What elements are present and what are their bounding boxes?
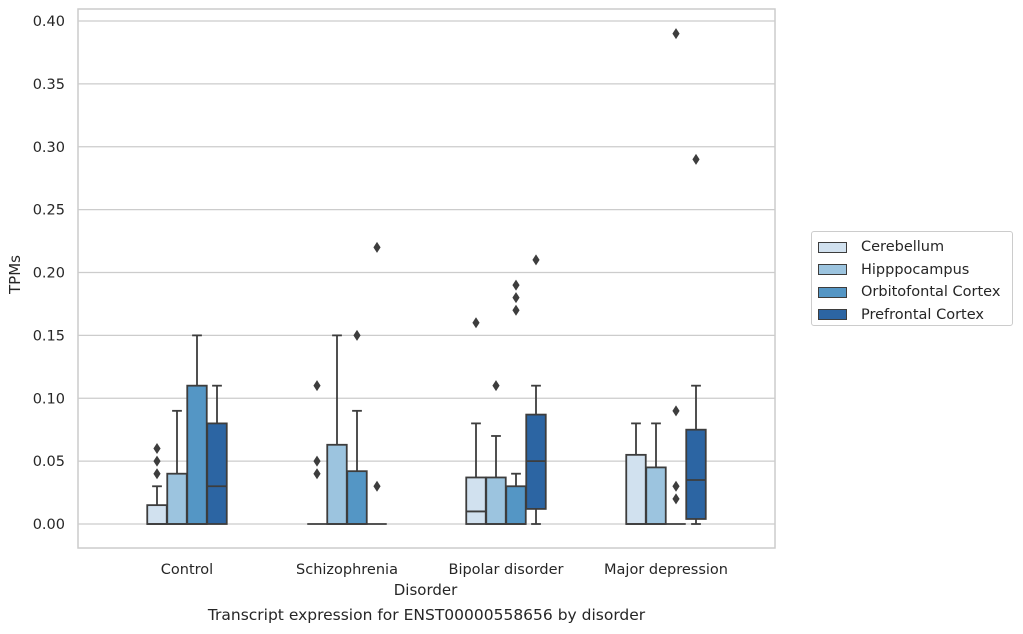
box-orbitofontal-cortex-3 bbox=[666, 28, 686, 525]
legend-swatch bbox=[818, 241, 847, 253]
legend-label: Hipppocampus bbox=[861, 261, 970, 278]
y-axis-label: TPMs bbox=[6, 255, 24, 295]
box-body bbox=[186, 384, 208, 525]
legend-swatch bbox=[818, 264, 847, 276]
box-body bbox=[206, 422, 228, 525]
box-orbitofontal-cortex-1 bbox=[346, 329, 368, 525]
outlier-point bbox=[512, 292, 520, 304]
box-prefrontal-cortex-3 bbox=[685, 153, 707, 525]
outlier-point bbox=[672, 405, 680, 417]
outlier-point bbox=[313, 468, 321, 480]
legend-item: Orbitofontal Cortex bbox=[818, 281, 1012, 304]
legend-swatch bbox=[818, 286, 847, 298]
y-tick-label: 0.10 bbox=[33, 391, 65, 407]
box-cerebellum-3 bbox=[625, 422, 647, 525]
outlier-point bbox=[153, 443, 161, 455]
legend-item: Prefrontal Cortex bbox=[818, 304, 1012, 327]
outlier-point bbox=[672, 480, 680, 492]
outlier-point bbox=[373, 480, 381, 492]
box-body bbox=[146, 504, 168, 525]
outlier-point bbox=[153, 455, 161, 467]
outlier-point bbox=[492, 380, 500, 392]
outlier-point bbox=[373, 241, 381, 253]
box-body bbox=[166, 472, 188, 525]
plot-frame bbox=[77, 8, 776, 549]
legend-label: Prefrontal Cortex bbox=[861, 306, 984, 323]
outlier-point bbox=[672, 28, 680, 40]
x-tick-label: Bipolar disorder bbox=[449, 562, 564, 578]
outlier-point bbox=[512, 304, 520, 316]
outlier-point bbox=[153, 468, 161, 480]
y-tick-label: 0.40 bbox=[33, 14, 65, 30]
legend-label: Cerebellum bbox=[861, 239, 945, 256]
outlier-point bbox=[353, 329, 361, 341]
box-hipppocampus-1 bbox=[326, 334, 348, 525]
box-body bbox=[645, 466, 667, 525]
x-axis-ticks: Control Schizophrenia Bipolar disorder Majo… bbox=[161, 562, 728, 578]
outlier-point bbox=[532, 254, 540, 266]
box-hipppocampus-3 bbox=[645, 422, 667, 525]
x-tick-label: Control bbox=[161, 562, 213, 578]
x-tick-label: Major depression bbox=[604, 562, 728, 578]
box-orbitofontal-cortex-0 bbox=[186, 334, 208, 525]
box-cerebellum-2 bbox=[465, 317, 487, 525]
y-tick-label: 0.05 bbox=[33, 454, 65, 470]
gridlines bbox=[78, 20, 775, 525]
outlier-point bbox=[512, 279, 520, 291]
boxes bbox=[146, 28, 707, 525]
y-tick-label: 0.25 bbox=[33, 203, 65, 219]
box-prefrontal-cortex-2 bbox=[525, 254, 547, 525]
x-axis-label: Disorder bbox=[394, 581, 458, 599]
legend: Cerebellum Hipppocampus Orbitofontal Corte… bbox=[811, 231, 1013, 326]
box-body bbox=[685, 428, 707, 520]
box-cerebellum-0 bbox=[146, 443, 168, 525]
box-body bbox=[465, 476, 487, 525]
y-tick-label: 0.15 bbox=[33, 328, 65, 344]
chart-title: Transcript expression for ENST0000055865… bbox=[207, 606, 646, 624]
box-hipppocampus-2 bbox=[485, 380, 507, 525]
y-tick-label: 0.20 bbox=[33, 266, 65, 282]
outlier-point bbox=[313, 455, 321, 467]
outlier-point bbox=[313, 380, 321, 392]
y-tick-label: 0.35 bbox=[33, 77, 65, 93]
box-body bbox=[326, 443, 348, 525]
box-orbitofontal-cortex-2 bbox=[505, 279, 527, 525]
legend-swatch bbox=[818, 309, 847, 321]
box-prefrontal-cortex-1 bbox=[367, 241, 387, 525]
legend-label: Orbitofontal Cortex bbox=[861, 284, 1001, 301]
y-tick-label: 0.00 bbox=[33, 517, 65, 533]
x-tick-label: Schizophrenia bbox=[296, 562, 398, 578]
outlier-point bbox=[672, 493, 680, 505]
outlier-point bbox=[472, 317, 480, 329]
y-tick-label: 0.30 bbox=[33, 140, 65, 156]
box-prefrontal-cortex-0 bbox=[206, 384, 228, 525]
box-body bbox=[505, 485, 527, 525]
box-cerebellum-1 bbox=[307, 380, 327, 525]
box-body bbox=[625, 453, 647, 525]
box-body bbox=[346, 470, 368, 525]
legend-item: Hipppocampus bbox=[818, 259, 1012, 282]
legend-item: Cerebellum bbox=[818, 236, 1012, 259]
box-hipppocampus-0 bbox=[166, 409, 188, 525]
y-axis-ticks: 0.00 0.05 0.10 0.15 0.20 0.25 0.30 0.35 0.40 bbox=[33, 14, 65, 533]
outlier-point bbox=[692, 153, 700, 165]
box-body bbox=[485, 476, 507, 525]
